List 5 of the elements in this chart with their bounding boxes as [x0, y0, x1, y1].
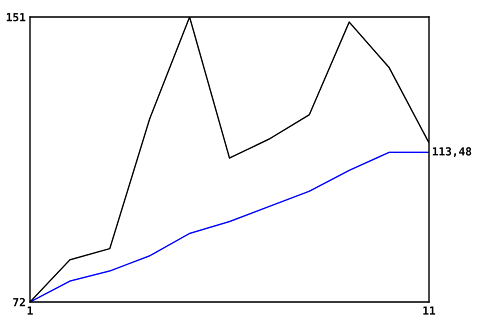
y-tick-label: 151 [6, 13, 26, 22]
y-tick-label: 72 [13, 298, 25, 306]
annotation: 113,48 [432, 147, 472, 157]
x-tick-label: 11 [423, 306, 436, 315]
x-tick-label: 1 [28, 306, 33, 315]
